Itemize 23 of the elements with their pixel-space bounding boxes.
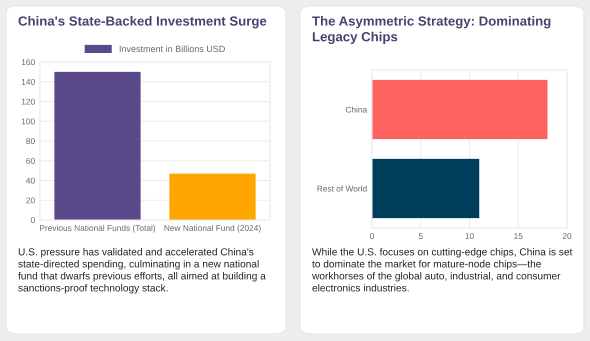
legend-label: Investment in Billions USD <box>120 45 225 52</box>
chart-title: China's State-Backed Investment Surge <box>18 16 266 28</box>
text: While the U.S. focuses on cutting-edge chips, China is set to dominate the market for mature-node chips—the workhorses of the global auto, industrial, and consumer electronics industries. <box>312 248 572 292</box>
y-tick-label: 40 <box>26 178 35 184</box>
y-tick-label: 60 <box>26 158 35 164</box>
x-tick-label: 10 <box>466 233 474 239</box>
y-tick-label: 0 <box>30 217 35 224</box>
y-tick-label: 140 <box>22 78 35 85</box>
x-tick-label: New National Fund (2024) <box>164 224 261 233</box>
y-tick-label: 100 <box>22 118 35 124</box>
y-tick-label: 160 <box>22 59 35 66</box>
x-tick-label: 5 <box>418 233 423 239</box>
x-tick-label: Previous National Funds (Total) <box>40 224 156 233</box>
y-tick-label: 120 <box>22 98 35 105</box>
x-tick-label: 20 <box>562 233 572 239</box>
text: U.S. pressure has validated and accelerated China's state-directed spending, culminating in a new national fund that dwarfs previous efforts, all aimed at building a sanctions-proof technology stack. <box>18 248 266 294</box>
x-tick-label: 15 <box>514 233 523 239</box>
y-tick-label: Rest of World <box>317 185 367 192</box>
chart-title: The Asymmetric Strategy: Dominating Legacy Chips <box>312 16 550 44</box>
y-tick-label: 80 <box>26 138 35 144</box>
y-tick-label: 20 <box>26 197 35 204</box>
x-tick-label: 0 <box>370 233 374 239</box>
y-tick-label: China <box>346 106 368 113</box>
